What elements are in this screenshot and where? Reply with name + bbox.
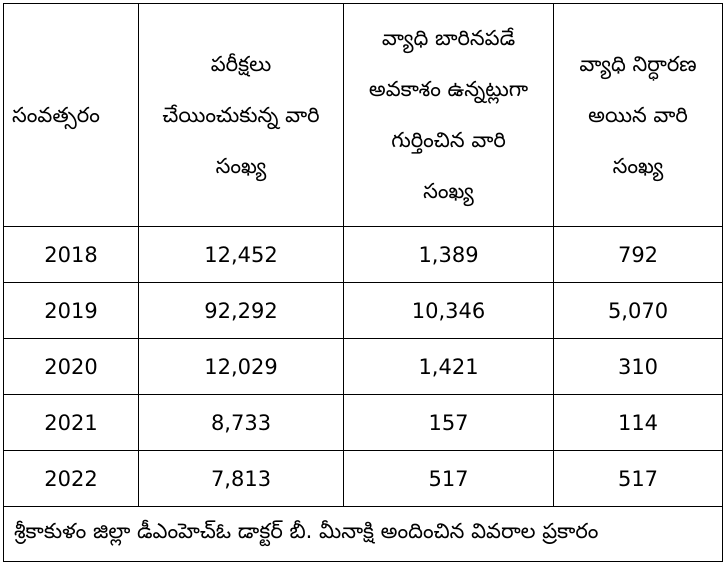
header-text: వ్యాధి బారినపడే <box>381 26 516 50</box>
data-cell: 517 <box>343 450 554 507</box>
data-cell: 1,421 <box>343 338 554 395</box>
header-text: గుర్తించిన వారి <box>391 128 506 152</box>
header-text: వ్యాధి నిర్ధారణ <box>579 51 697 76</box>
data-row: 2020 12,029 1,421 310 <box>3 338 723 395</box>
header-cell: సంవత్సరం <box>3 3 139 227</box>
data-cell: 12,029 <box>138 338 344 395</box>
data-cell: 10,346 <box>343 282 554 339</box>
data-cell: 8,733 <box>138 394 344 451</box>
header-text: పరీక్షలు <box>210 51 272 76</box>
data-cell: 114 <box>553 394 723 451</box>
data-row: 2018 12,452 1,389 792 <box>3 226 723 283</box>
header-text: సంవత్సరం <box>12 102 100 127</box>
footer-row: శ్రీకాకుళం జిల్లా డీఎంహెచ్ఓ డాక్టర్ బీ. … <box>3 506 723 562</box>
table-body: సంవత్సరం పరీక్షలు చేయించుకున్న వారి సంఖ్య వ్… <box>3 3 723 562</box>
data-cell: 2020 <box>3 338 139 395</box>
data-cell: 310 <box>553 338 723 395</box>
header-row: సంవత్సరం పరీక్షలు చేయించుకున్న వారి సంఖ్య వ్… <box>3 3 723 227</box>
data-cell: 7,813 <box>138 450 344 507</box>
header-text: సంఖ్య <box>215 153 267 178</box>
data-cell: 92,292 <box>138 282 344 339</box>
data-cell: 2021 <box>3 394 139 451</box>
header-cell: పరీక్షలు చేయించుకున్న వారి సంఖ్య <box>138 3 344 227</box>
data-cell: 1,389 <box>343 226 554 283</box>
header-text: సంఖ్య <box>612 153 664 178</box>
header-cell: వ్యాధి బారినపడే అవకాశం ఉన్నట్లుగా గుర్తించ… <box>343 3 554 227</box>
data-row: 2019 92,292 10,346 5,070 <box>3 282 723 339</box>
data-table: సంవత్సరం పరీక్షలు చేయించుకున్న వారి సంఖ్య వ్… <box>3 3 723 562</box>
data-row: 2021 8,733 157 114 <box>3 394 723 451</box>
data-cell: 792 <box>553 226 723 283</box>
data-cell: 2018 <box>3 226 139 283</box>
data-cell: 2019 <box>3 282 139 339</box>
footer-note: శ్రీకాకుళం జిల్లా డీఎంహెచ్ఓ డాక్టర్ బీ. … <box>3 506 723 562</box>
data-row: 2022 7,813 517 517 <box>3 450 723 507</box>
data-cell: 2022 <box>3 450 139 507</box>
data-cell: 157 <box>343 394 554 451</box>
data-cell: 12,452 <box>138 226 344 283</box>
header-text: అయిన వారి <box>588 102 688 127</box>
header-text: సంఖ్య <box>423 179 474 203</box>
header-text: అవకాశం ఉన్నట్లుగా <box>368 77 529 101</box>
header-text: చేయించుకున్న వారి <box>162 102 320 127</box>
data-cell: 517 <box>553 450 723 507</box>
data-cell: 5,070 <box>553 282 723 339</box>
header-cell: వ్యాధి నిర్ధారణ అయిన వారి సంఖ్య <box>553 3 723 227</box>
